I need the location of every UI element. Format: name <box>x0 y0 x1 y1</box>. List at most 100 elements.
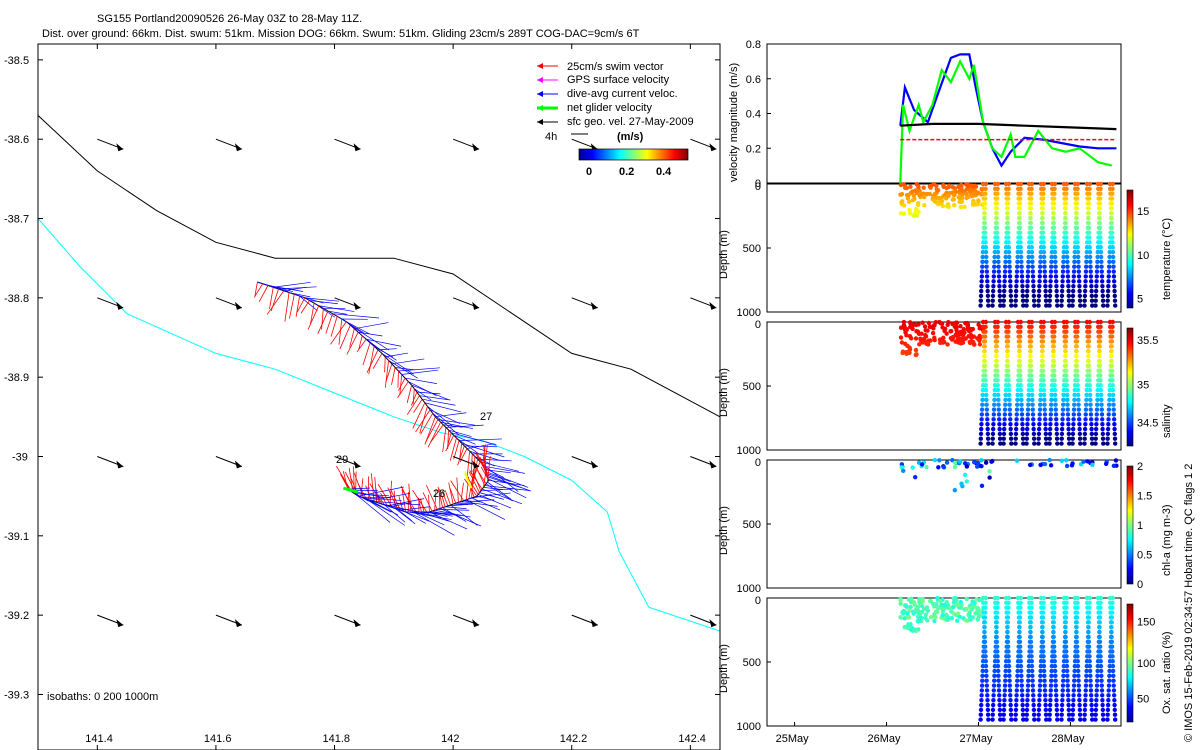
scatter-point <box>981 196 986 201</box>
scatter-point <box>977 338 982 343</box>
scatter-point <box>953 595 958 601</box>
scatter-point <box>1065 407 1070 412</box>
swim-vector <box>408 483 412 513</box>
scatter-point <box>1054 298 1060 303</box>
swim-vector <box>296 297 306 313</box>
scatter-point <box>1006 235 1011 240</box>
scatter-point <box>1036 436 1041 441</box>
y-tick-label: -39.3 <box>4 689 29 701</box>
scatter-point <box>1027 610 1032 615</box>
scatter-point <box>1030 688 1036 693</box>
scatter-point <box>1059 717 1064 722</box>
scatter-point <box>1024 717 1029 722</box>
swim-vector <box>258 285 269 302</box>
scatter-point <box>1050 339 1056 344</box>
scatter-point <box>985 298 991 303</box>
scatter-point <box>1107 324 1113 330</box>
scatter-point <box>1031 702 1036 708</box>
chl-point <box>932 457 938 463</box>
scatter-point <box>1073 620 1079 625</box>
scatter-point <box>1051 348 1056 354</box>
scatter-point <box>1051 230 1057 235</box>
scatter-point <box>1062 605 1067 610</box>
scatter-point <box>937 598 943 604</box>
scatter-point <box>1077 283 1082 289</box>
scatter-point <box>994 210 999 216</box>
scatter-point <box>1064 245 1069 250</box>
scatter-point <box>1059 436 1064 441</box>
scatter-point <box>958 341 964 346</box>
scatter-point <box>915 605 920 610</box>
scatter-point <box>993 605 998 610</box>
scatter-point <box>1094 688 1099 693</box>
y-tick-label: -38.9 <box>4 372 29 384</box>
scatter-point <box>995 240 1000 245</box>
scatter-point <box>1003 668 1008 674</box>
swim-vector <box>254 281 258 298</box>
scatter-point <box>1075 387 1081 393</box>
scatter-point <box>1077 421 1082 427</box>
scatter-point <box>1060 417 1065 422</box>
scatter-point <box>1037 269 1043 274</box>
scatter-point <box>1110 240 1115 245</box>
scatter-point <box>1096 339 1102 344</box>
scatter-point <box>1088 678 1093 683</box>
scatter-point <box>1063 348 1068 354</box>
dive-avg-current-series <box>899 53 1117 168</box>
colorbar-tick-label: 50 <box>1137 693 1149 705</box>
scatter-point <box>1030 412 1036 417</box>
chl-point <box>936 465 941 470</box>
scatter-point <box>1049 249 1055 255</box>
scatter-point <box>1075 254 1081 260</box>
scatter-point <box>980 668 985 674</box>
scatter-point <box>1002 683 1008 688</box>
scatter-point <box>1074 363 1080 368</box>
scatter-point <box>1082 288 1088 294</box>
scatter-point <box>1036 712 1041 717</box>
scatter-point <box>984 269 990 274</box>
scatter-point <box>1096 610 1101 615</box>
scatter-point <box>1006 663 1012 669</box>
scatter-point <box>1008 712 1014 717</box>
scatter-point <box>1085 605 1090 610</box>
scatter-point <box>978 712 984 717</box>
scatter-point <box>984 254 989 260</box>
scatter-point <box>1077 712 1083 717</box>
scatter-point <box>1051 220 1056 226</box>
scatter-point <box>1063 230 1069 235</box>
scatter-point <box>1020 417 1025 422</box>
scatter-point <box>1094 421 1099 427</box>
swim-vector <box>321 308 324 330</box>
chl-point <box>899 462 905 467</box>
scatter-point <box>1027 620 1033 625</box>
scatter-point <box>980 387 986 393</box>
scatter-point <box>994 634 999 640</box>
scatter-point <box>977 598 982 603</box>
scatter-point <box>991 417 996 422</box>
scatter-point <box>1107 259 1112 265</box>
current-vector <box>482 488 523 505</box>
scatter-point <box>1063 368 1069 373</box>
scatter-point <box>1067 303 1072 308</box>
scatter-point <box>1089 293 1095 299</box>
scatter-point <box>981 339 987 344</box>
scatter-point <box>1065 412 1071 417</box>
chl-point <box>910 465 915 470</box>
current-vector <box>401 369 439 375</box>
scatter-point <box>1097 215 1102 221</box>
swim-vector <box>434 488 437 511</box>
current-vector <box>354 493 390 497</box>
scatter-point <box>984 673 989 679</box>
scatter-point <box>939 602 944 607</box>
scatter-point <box>1072 678 1077 683</box>
scatter-point <box>965 323 971 328</box>
scatter-point <box>1015 319 1021 325</box>
scatter-point <box>1060 283 1065 289</box>
scatter-point <box>1097 353 1102 359</box>
scatter-point <box>994 358 999 364</box>
scatter-point <box>1031 288 1036 294</box>
scatter-point <box>946 184 951 190</box>
scatter-point <box>979 683 985 688</box>
scatter-point <box>1073 615 1079 620</box>
colorbar-tick-label: 1.5 <box>1137 491 1152 503</box>
